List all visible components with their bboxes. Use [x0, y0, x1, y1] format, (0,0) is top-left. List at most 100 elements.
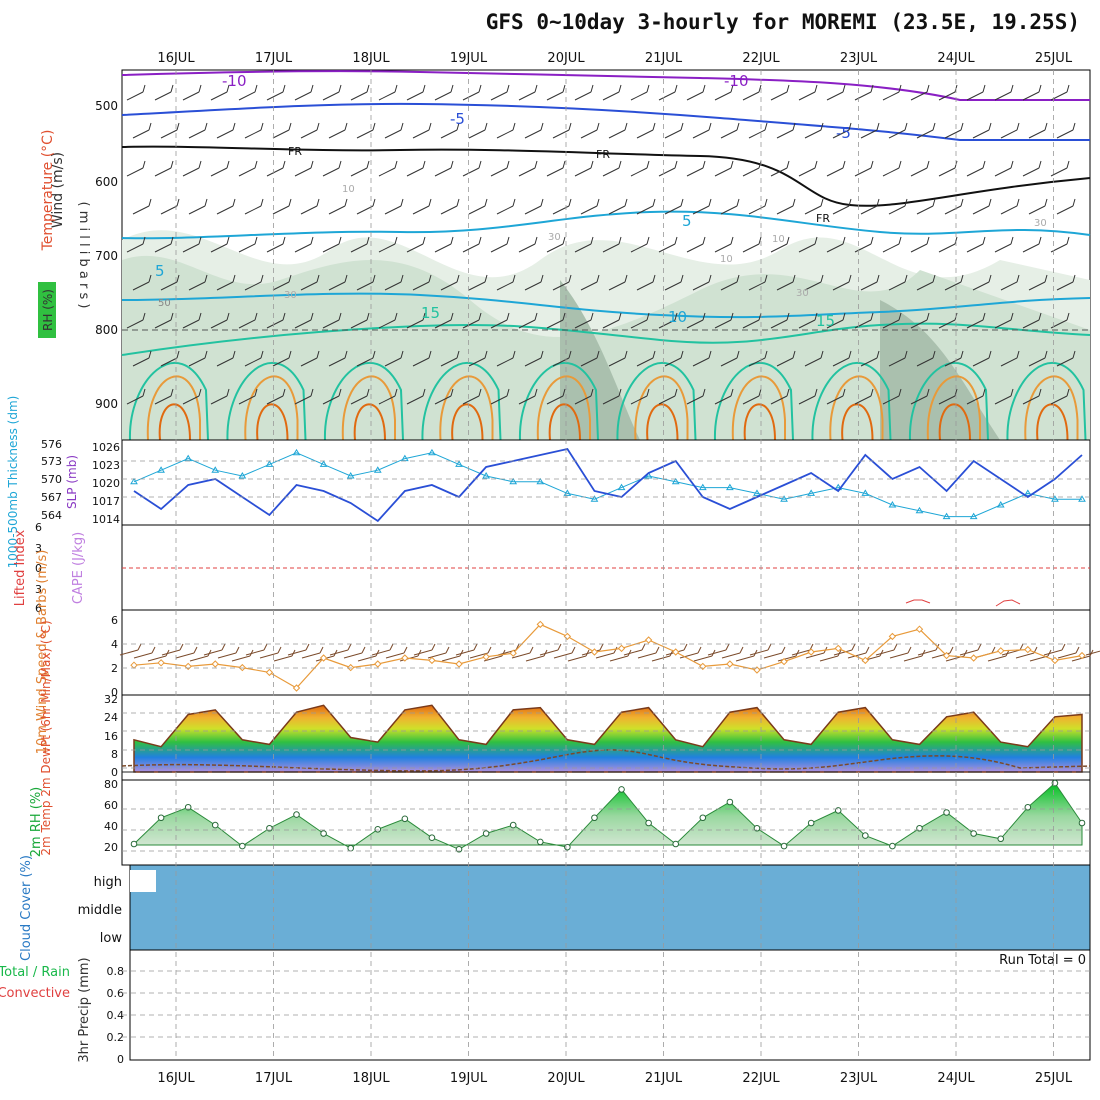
millibars-axis-label: ( m i l l i b a r s ) — [76, 202, 91, 309]
freezing-level — [121, 145, 1091, 207]
tick-label: 573 — [41, 455, 62, 468]
tick-label: 0.6 — [107, 987, 125, 1000]
wind-barb — [658, 312, 678, 329]
wind-barb — [216, 350, 236, 367]
wind-barb — [1057, 646, 1080, 659]
wind-barb — [413, 643, 436, 656]
thickness-point — [292, 448, 301, 456]
rh-point — [807, 819, 815, 827]
wind-point — [401, 654, 409, 662]
wind-barb — [546, 84, 566, 101]
thickness-point — [590, 495, 599, 502]
wind-barb — [356, 350, 376, 367]
contour-loop — [353, 403, 386, 441]
contour-label: 10 — [720, 254, 733, 265]
wind-barb — [882, 160, 902, 177]
contour-label: FR — [596, 148, 610, 161]
wind-barb — [496, 274, 516, 291]
wind-barb — [378, 312, 398, 329]
contour-label: FR — [816, 212, 830, 225]
wind-barb — [720, 350, 740, 367]
wind-barb — [518, 160, 538, 177]
wind-barb — [916, 122, 936, 139]
wind-barb — [664, 198, 684, 215]
wind-barb — [608, 350, 628, 367]
contour-label: 30 — [1034, 218, 1047, 229]
wind-barb — [356, 122, 376, 139]
wind-barb — [126, 84, 146, 101]
wind-barb — [217, 646, 240, 659]
contour-label: 50 — [158, 298, 171, 309]
li-axis-label: Lifted Index — [13, 529, 28, 606]
wind-barb — [384, 122, 404, 139]
wind-barb — [524, 198, 544, 215]
wind-barb — [546, 312, 566, 329]
wind-barb — [406, 160, 426, 177]
tick-label: 40 — [104, 820, 118, 833]
wind-barb — [770, 236, 790, 253]
wind-barb — [406, 236, 426, 253]
contour-loop — [743, 403, 776, 441]
wind-barb — [322, 312, 342, 329]
tick-label: 0 — [35, 562, 42, 575]
cloud-panel: high middle low Cloud Cover (%) — [19, 855, 1091, 961]
date-label: 25JUL — [1035, 51, 1073, 66]
tick-label: 570 — [41, 473, 62, 486]
wind-barb — [860, 198, 880, 215]
wind-axis-label: Wind (m/s) — [50, 152, 66, 228]
wind-barb — [679, 646, 702, 659]
wind-barb — [889, 646, 912, 659]
wind-barb — [686, 388, 706, 405]
wind-barb — [658, 388, 678, 405]
date-label: 23JUL — [840, 1071, 878, 1086]
precip-axis-label: 3hr Precip (mm) — [77, 957, 92, 1062]
tick-label: 2 — [111, 662, 118, 675]
wind-barb — [742, 84, 762, 101]
wind-barb — [322, 84, 342, 101]
rh-points — [130, 779, 1086, 853]
contour-loop — [158, 403, 191, 441]
wind-barb — [126, 160, 146, 177]
wind-barb — [294, 388, 314, 405]
wind-barb — [944, 274, 964, 291]
wind-barb — [959, 643, 982, 656]
wind-barb — [384, 198, 404, 215]
date-label: 21JUL — [645, 51, 683, 66]
wind-barb — [272, 350, 292, 367]
wind-barb — [524, 274, 544, 291]
wind-barb — [720, 274, 740, 291]
wind-barb — [462, 388, 482, 405]
wind-barb — [833, 643, 856, 656]
wind-barb — [888, 274, 908, 291]
wind-barb — [294, 236, 314, 253]
isotherm-15 — [121, 322, 1091, 356]
wind-barb — [804, 350, 824, 367]
wind-barb — [916, 350, 936, 367]
wind-barb — [329, 643, 352, 656]
cloud-level-label: low — [100, 931, 123, 946]
wind-barb — [636, 198, 656, 215]
wind-barb — [658, 236, 678, 253]
rh-point — [293, 811, 300, 818]
slp-series — [133, 447, 1083, 523]
wind-barb — [468, 274, 488, 291]
wind-barb — [602, 388, 622, 405]
thickness-point — [130, 477, 138, 485]
wind-barb — [412, 198, 432, 215]
rh-point — [428, 834, 436, 842]
wind-barb — [160, 122, 180, 139]
tick-label: 567 — [41, 491, 62, 504]
wind-barb — [511, 646, 534, 659]
wind-point — [915, 625, 924, 633]
wind-barb — [490, 236, 510, 253]
wind-barb — [154, 312, 174, 329]
wind-barb — [860, 122, 880, 139]
wind-barb — [518, 312, 538, 329]
wind-barb — [1056, 274, 1076, 291]
wind-point — [1078, 651, 1086, 660]
slp-axis-label: SLP (mb) — [65, 455, 79, 509]
wind-barb — [1022, 84, 1042, 101]
wind-barb — [378, 388, 398, 405]
wind-barb — [203, 643, 226, 656]
precip-panel: Run Total = 0 0.8 0.6 0.4 0.2 0 Total / … — [0, 949, 1091, 1066]
